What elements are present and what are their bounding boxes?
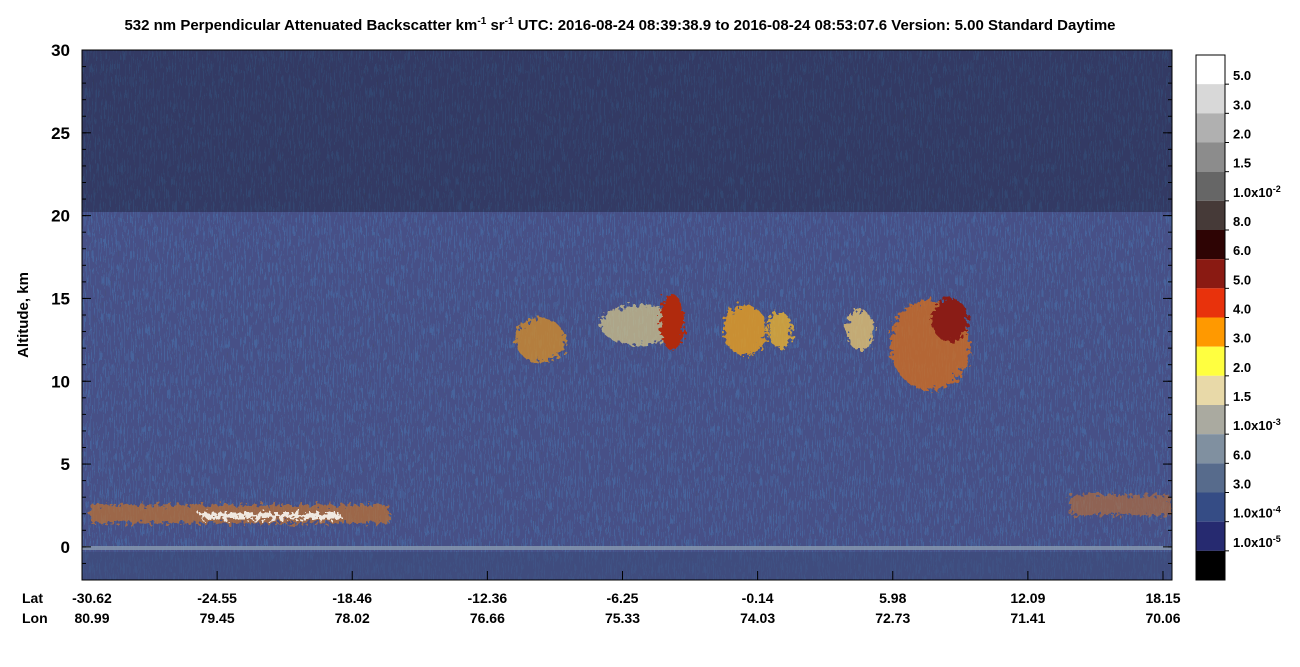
lat-label: 12.09 (1010, 590, 1045, 606)
lon-row-label: Lon (22, 610, 48, 626)
colorbar-label-text: 3.0 (1233, 97, 1251, 112)
colorbar-label: 1.0x10-2 (1233, 184, 1281, 200)
colorbar-label-text: 6.0 (1233, 447, 1251, 462)
lat-label: -6.25 (607, 590, 639, 606)
colorbar-label-text: 2.0 (1233, 360, 1251, 375)
lon-label: 74.03 (740, 610, 775, 626)
colorbar-label-text: 3.0 (1233, 331, 1251, 346)
colorbar-swatch (1196, 434, 1225, 464)
title-superscript: -1 (477, 16, 486, 27)
colorbar-swatch (1196, 492, 1225, 522)
colorbar-label: 1.5 (1233, 389, 1251, 404)
colorbar-label-text: 4.0 (1233, 302, 1251, 317)
y-tick-label: 5 (61, 455, 70, 474)
lat-label: 5.98 (879, 590, 906, 606)
colorbar-swatch (1196, 317, 1225, 347)
colorbar-swatch (1196, 375, 1225, 405)
title-part: UTC: 2016-08-24 08:39:38.9 to 2016-08-24… (514, 17, 1116, 34)
chart-title: 532 nm Perpendicular Attenuated Backscat… (124, 16, 1115, 34)
colorbar-swatch (1196, 259, 1225, 289)
colorbar-label-text: 3.0 (1233, 477, 1251, 492)
clouds (90, 294, 1170, 523)
lon-label: 76.66 (470, 610, 505, 626)
colorbar-label: 3.0 (1233, 477, 1251, 492)
colorbar-swatch (1196, 55, 1225, 85)
colorbar-swatch (1196, 200, 1225, 230)
surface (82, 546, 1172, 550)
title-superscript: -1 (505, 16, 514, 27)
colorbar-label-text: 8.0 (1233, 214, 1251, 229)
lon-label: 71.41 (1010, 610, 1045, 626)
colorbar-label-text: 1.5 (1233, 156, 1251, 171)
colorbar-label-text: 1.0x10 (1233, 185, 1273, 200)
colorbar-swatch (1196, 463, 1225, 493)
colorbar-label: 6.0 (1233, 447, 1251, 462)
colorbar: 5.03.02.01.51.0x10-28.06.05.04.03.02.01.… (1195, 54, 1281, 581)
subsurface (82, 552, 1172, 580)
upper-layer (82, 50, 1172, 212)
colorbar-swatch (1196, 113, 1225, 143)
colorbar-label-text: 1.0x10 (1233, 418, 1273, 433)
colorbar-label: 2.0 (1233, 360, 1251, 375)
lon-label: 80.99 (74, 610, 109, 626)
colorbar-label-text: 5.0 (1233, 68, 1251, 83)
colorbar-swatch (1196, 550, 1225, 580)
lon-label: 79.45 (200, 610, 235, 626)
lat-label: 18.15 (1145, 590, 1180, 606)
colorbar-swatch (1196, 142, 1225, 172)
lat-label: -12.36 (468, 590, 508, 606)
colorbar-label: 6.0 (1233, 243, 1251, 258)
y-tick-label: 20 (51, 207, 70, 226)
colorbar-label: 1.0x10-3 (1233, 417, 1281, 433)
lon-label: 72.73 (875, 610, 910, 626)
colorbar-label: 8.0 (1233, 214, 1251, 229)
lon-label: 70.06 (1145, 610, 1180, 626)
title-part: sr (486, 17, 505, 34)
colorbar-label: 5.0 (1233, 272, 1251, 287)
colorbar-label-exponent: -5 (1273, 534, 1281, 544)
y-axis-label: Altitude, km (15, 272, 32, 358)
backscatter-image (82, 50, 1172, 580)
colorbar-label: 1.0x10-5 (1233, 534, 1281, 550)
lat-label: -0.14 (742, 590, 774, 606)
colorbar-label: 1.5 (1233, 156, 1251, 171)
colorbar-swatch (1196, 405, 1225, 435)
colorbar-label: 2.0 (1233, 127, 1251, 142)
colorbar-label: 4.0 (1233, 302, 1251, 317)
lon-label: 78.02 (335, 610, 370, 626)
colorbar-swatch (1196, 171, 1225, 201)
colorbar-label: 5.0 (1233, 68, 1251, 83)
colorbar-swatch (1196, 230, 1225, 260)
colorbar-swatch (1196, 288, 1225, 318)
lon-label: 75.33 (605, 610, 640, 626)
colorbar-label: 3.0 (1233, 97, 1251, 112)
y-tick-label: 30 (51, 41, 70, 60)
lat-label: -24.55 (197, 590, 237, 606)
title-part: 532 nm Perpendicular Attenuated Backscat… (124, 17, 477, 34)
colorbar-label-exponent: -3 (1273, 417, 1281, 427)
colorbar-label-text: 5.0 (1233, 272, 1251, 287)
colorbar-label: 1.0x10-4 (1233, 505, 1281, 521)
colorbar-swatch (1196, 521, 1225, 551)
y-tick-label: 25 (51, 124, 70, 143)
lat-label: -30.62 (72, 590, 112, 606)
colorbar-label-exponent: -4 (1273, 505, 1281, 515)
y-tick-label: 0 (61, 538, 70, 557)
colorbar-label: 3.0 (1233, 331, 1251, 346)
y-tick-label: 10 (51, 372, 70, 391)
colorbar-label-text: 1.0x10 (1233, 506, 1273, 521)
y-tick-label: 15 (51, 289, 70, 308)
lat-row-label: Lat (22, 590, 43, 606)
colorbar-label-text: 1.5 (1233, 389, 1251, 404)
colorbar-label-exponent: -2 (1273, 184, 1281, 194)
axes: 0 5 10 15 20 25 30 Altitude, km -30.62 80.99 -24.5… (15, 41, 1181, 626)
colorbar-label-text: 6.0 (1233, 243, 1251, 258)
colorbar-label-text: 1.0x10 (1233, 535, 1273, 550)
colorbar-swatch (1196, 346, 1225, 376)
colorbar-swatch (1196, 84, 1225, 114)
lat-label: -18.46 (332, 590, 372, 606)
colorbar-label-text: 2.0 (1233, 127, 1251, 142)
